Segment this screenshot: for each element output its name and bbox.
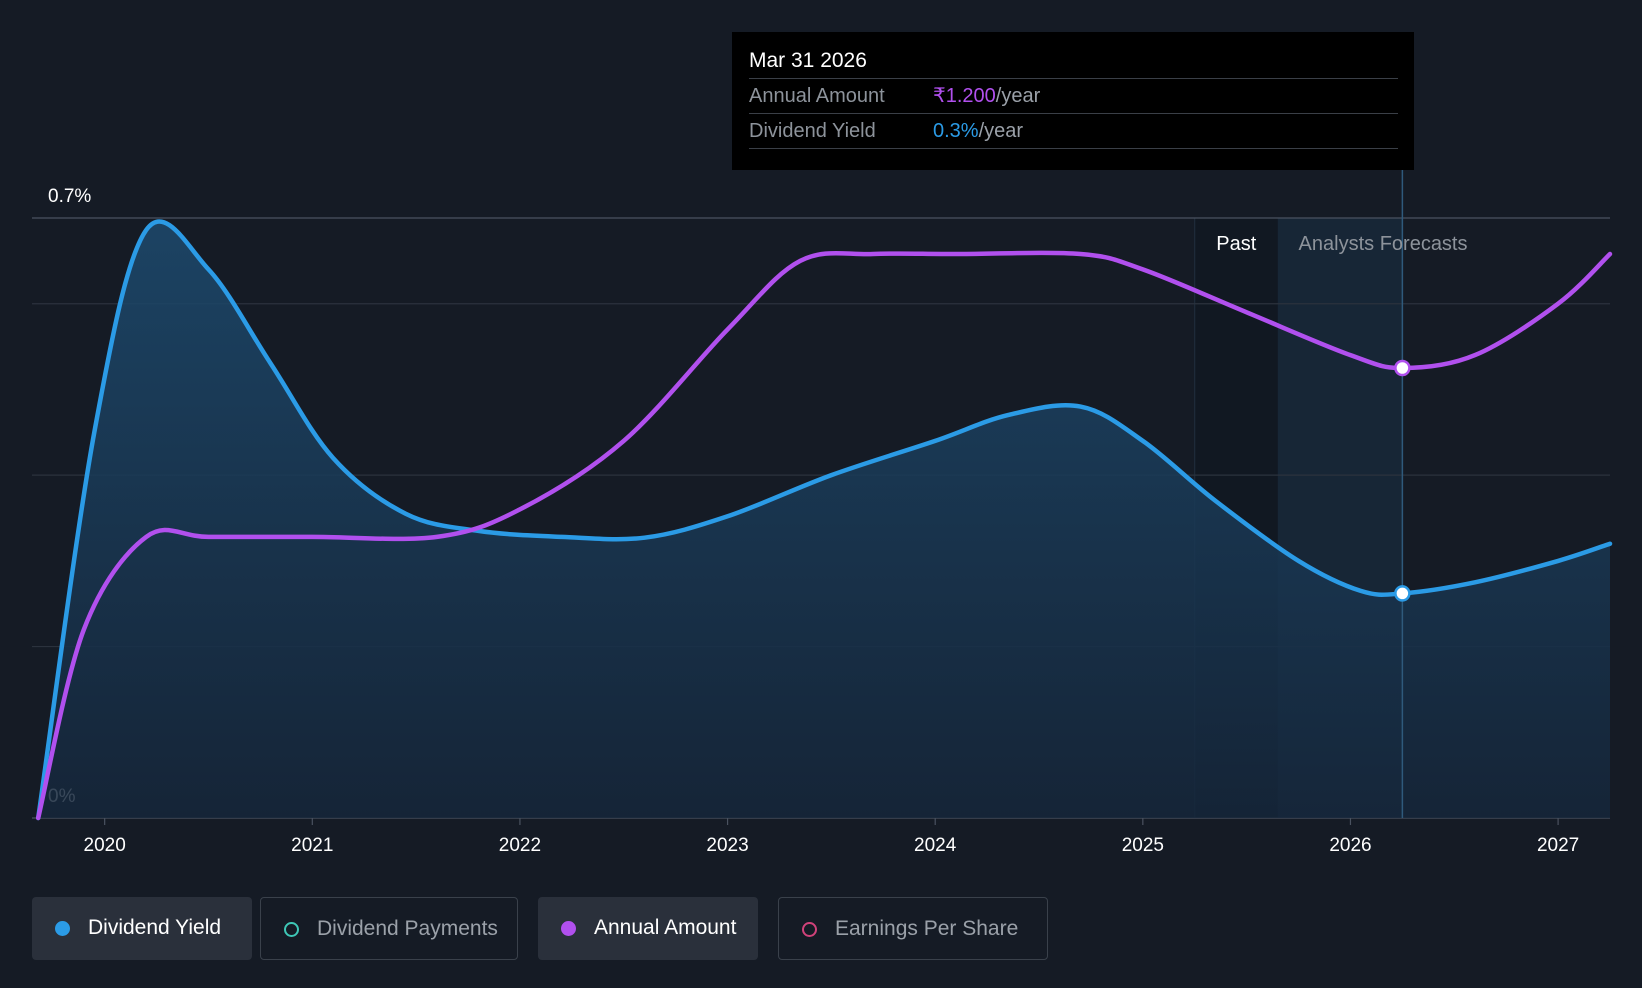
legend-earnings-per-share-button[interactable]: Earnings Per Share	[778, 897, 1048, 960]
forecast-label: Analysts Forecasts	[1299, 233, 1468, 255]
legend-dividend-payments-button[interactable]: Dividend Payments	[260, 897, 518, 960]
x-tick-label: 2023	[706, 835, 748, 856]
tooltip-value: ₹1.200	[933, 85, 996, 107]
hollow-circle-icon	[284, 922, 299, 937]
tooltip-label: Annual Amount	[749, 85, 885, 107]
x-tick-label: 2020	[84, 835, 126, 856]
tooltip-row-annual-amount: Annual Amount ₹1.200/year	[749, 79, 1398, 114]
x-tick-label: 2026	[1329, 835, 1371, 856]
tooltip-label: Dividend Yield	[749, 120, 876, 142]
dividend-yield-area	[38, 221, 1611, 819]
tooltip-value: 0.3%	[933, 120, 979, 142]
past-label: Past	[1216, 233, 1256, 255]
filled-circle-icon	[55, 921, 70, 936]
tooltip-suffix: /year	[978, 120, 1024, 142]
tooltip-suffix: /year	[995, 85, 1041, 107]
legend-label: Annual Amount	[594, 916, 737, 939]
x-tick-label: 2022	[499, 835, 541, 856]
legend-annual-amount-button[interactable]: Annual Amount	[538, 897, 758, 960]
filled-circle-icon	[561, 921, 576, 936]
y-axis-max-label: 0.7%	[48, 186, 91, 207]
x-tick-label: 2025	[1122, 835, 1164, 856]
dividend-yield-line	[35, 219, 1613, 821]
x-tick-label: 2021	[291, 835, 333, 856]
hollow-circle-icon	[802, 922, 817, 937]
annual-amount-line	[35, 250, 1613, 821]
hover-marker	[1394, 359, 1411, 377]
hover-marker	[1394, 585, 1411, 602]
chart-tooltip: Mar 31 2026 Annual Amount ₹1.200/year Div…	[732, 32, 1414, 170]
legend-label: Dividend Payments	[317, 917, 498, 940]
legend-label: Dividend Yield	[88, 916, 222, 939]
legend-dividend-yield-button[interactable]: Dividend Yield	[32, 897, 252, 960]
legend-label: Earnings Per Share	[835, 917, 1019, 940]
x-tick-label: 2027	[1537, 835, 1579, 856]
tooltip-row-dividend-yield: Dividend Yield 0.3%/year	[749, 114, 1398, 149]
tooltip-date: Mar 31 2026	[749, 46, 1398, 79]
x-tick-label: 2024	[914, 835, 957, 856]
